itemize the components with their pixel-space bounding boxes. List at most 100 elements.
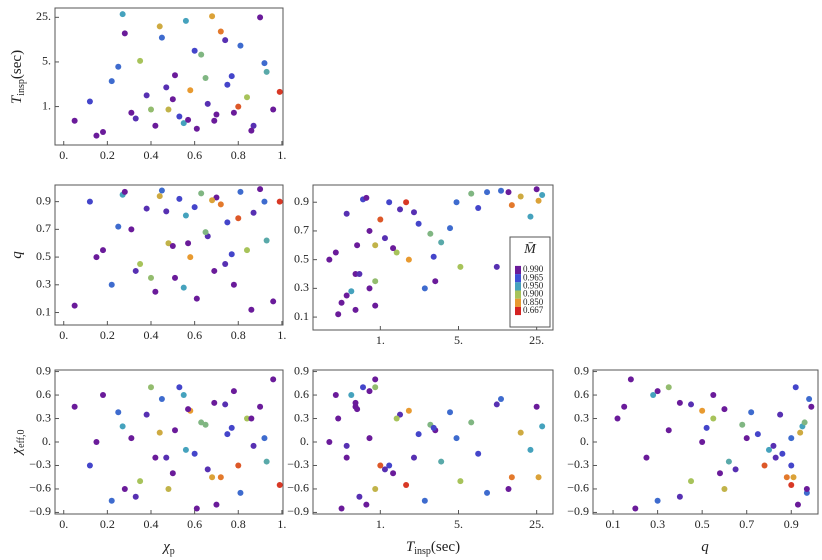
point [108, 78, 115, 85]
point [257, 186, 264, 193]
point [770, 442, 777, 449]
point [533, 186, 540, 193]
point [222, 37, 229, 44]
point [228, 251, 235, 258]
point [415, 220, 422, 227]
point [128, 109, 135, 116]
point [390, 470, 397, 477]
point [213, 501, 220, 508]
point [721, 485, 728, 492]
point [354, 406, 361, 413]
point [176, 384, 183, 391]
point [739, 421, 746, 428]
panel-frame [312, 184, 554, 331]
point [128, 435, 135, 442]
point [172, 427, 178, 434]
point [193, 505, 200, 512]
point [381, 466, 388, 473]
point [432, 278, 439, 285]
x-tick-label: 0.8 [231, 328, 246, 342]
point [224, 431, 231, 438]
point [621, 403, 628, 410]
point [180, 392, 187, 399]
axis-subscript: eff,0 [16, 429, 27, 447]
point [386, 462, 393, 469]
point [614, 415, 621, 422]
point [788, 435, 795, 442]
y-tick-label: 0.6 [574, 387, 589, 401]
point [527, 213, 534, 220]
point [187, 87, 194, 94]
point [185, 240, 192, 247]
point [137, 261, 144, 268]
point [86, 98, 93, 105]
y-tick-label: 0.1 [294, 309, 309, 323]
point [143, 92, 150, 99]
colorbar-label: 0.900 [523, 289, 544, 299]
point [377, 216, 384, 223]
point [180, 284, 187, 291]
point [217, 28, 224, 35]
point [228, 424, 235, 431]
point [366, 435, 373, 442]
y-axis-label: q [9, 251, 25, 259]
point [447, 409, 454, 416]
point [790, 474, 797, 481]
x-tick-label: 0.5 [695, 517, 710, 531]
point [539, 192, 546, 199]
point [263, 68, 270, 75]
point [366, 227, 373, 234]
point [475, 204, 482, 211]
point [801, 419, 808, 426]
point [156, 193, 163, 200]
point [332, 249, 339, 256]
point [508, 202, 515, 209]
y-tick-label: 0.9 [574, 363, 589, 377]
point [115, 409, 122, 416]
point [191, 47, 198, 54]
point [261, 60, 268, 67]
point [754, 431, 761, 438]
point [169, 96, 176, 103]
y-tick-label: −0.6 [567, 481, 589, 495]
panel: 0.1 0.3 0.5 0.7 0.9 −0.9 −0.6 −0.3 0. 0.3 0.6 0.9 [567, 363, 819, 531]
point [244, 415, 250, 422]
point [257, 403, 264, 410]
point [148, 274, 154, 281]
point [137, 478, 144, 485]
point [193, 295, 200, 302]
point [158, 395, 165, 402]
x-tick-label: 5. [454, 517, 463, 531]
point [93, 132, 100, 139]
point [748, 409, 755, 416]
point [250, 442, 257, 449]
colorbar-label: 0.990 [523, 264, 544, 274]
point [237, 489, 244, 496]
point [484, 189, 491, 196]
point [152, 454, 159, 461]
point [152, 288, 159, 295]
point [405, 407, 412, 414]
x-tick-label: 0. [59, 517, 68, 531]
point [163, 454, 170, 461]
point [447, 225, 454, 232]
panel: 1. 5. 25. 0.1 0.3 0.5 0.7 0.9 [294, 184, 554, 347]
axis-symbol: χ [9, 448, 25, 457]
point [527, 446, 534, 453]
y-tick-label: −0.6 [287, 481, 309, 495]
point [182, 446, 189, 453]
x-tick-label: 0.2 [100, 517, 115, 531]
x-axis-label: χp [161, 539, 175, 557]
point [725, 458, 732, 465]
point [386, 199, 393, 206]
y-tick-label: 0.9 [36, 193, 51, 207]
axis-symbol: T [406, 539, 416, 555]
colorbar-swatch [515, 306, 521, 316]
point [132, 267, 139, 274]
point [224, 81, 231, 88]
point [100, 128, 106, 135]
point [156, 23, 163, 30]
point [779, 450, 786, 457]
point [217, 474, 224, 481]
